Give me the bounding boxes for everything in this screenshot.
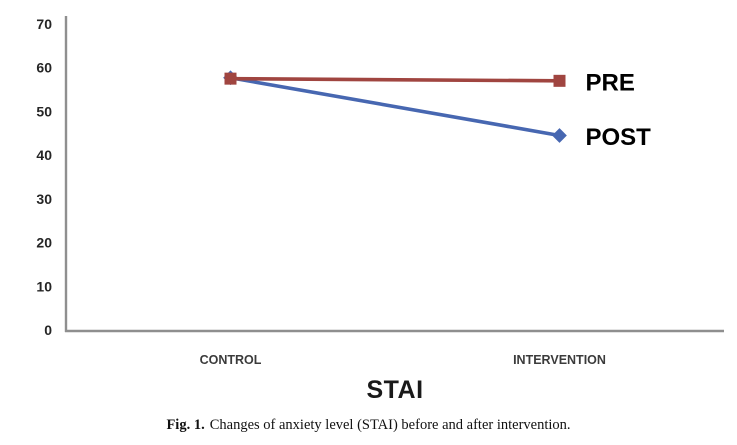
x-axis-category-label-intervention: INTERVENTION <box>513 353 606 367</box>
series-marker-pre <box>224 72 237 85</box>
figure-caption-label: Fig. 1. <box>166 417 205 433</box>
y-axis-tick-label: 50 <box>36 103 52 119</box>
series-line-post <box>228 75 562 138</box>
figure-caption: Fig. 1. Changes of anxiety level (STAI) b… <box>0 417 737 434</box>
series-marker-post <box>552 128 567 143</box>
y-axis-tick-label: 0 <box>44 322 52 338</box>
y-axis-tick-label: 60 <box>36 60 52 76</box>
series-marker-pre <box>553 74 566 87</box>
y-axis-tick-label: 20 <box>36 235 52 251</box>
x-axis-category-label-control: CONTROL <box>200 353 262 367</box>
stai-line-chart: 0 10 20 30 40 50 60 70 CONTROL INTERVENTION POST PR… <box>36 16 724 367</box>
series-label-post: POST <box>586 124 652 151</box>
series-line-pre <box>228 76 562 83</box>
y-axis-tick-label: 30 <box>36 191 52 207</box>
figure-caption-text: Changes of anxiety level (STAI) before a… <box>209 417 571 433</box>
y-axis-tick-label: 70 <box>36 16 52 32</box>
y-axis-tick-label: 10 <box>36 278 52 294</box>
y-axis-tick-label: 40 <box>36 147 52 163</box>
series-label-pre: PRE <box>586 69 635 96</box>
chart-title-stai: STAI <box>366 376 424 404</box>
